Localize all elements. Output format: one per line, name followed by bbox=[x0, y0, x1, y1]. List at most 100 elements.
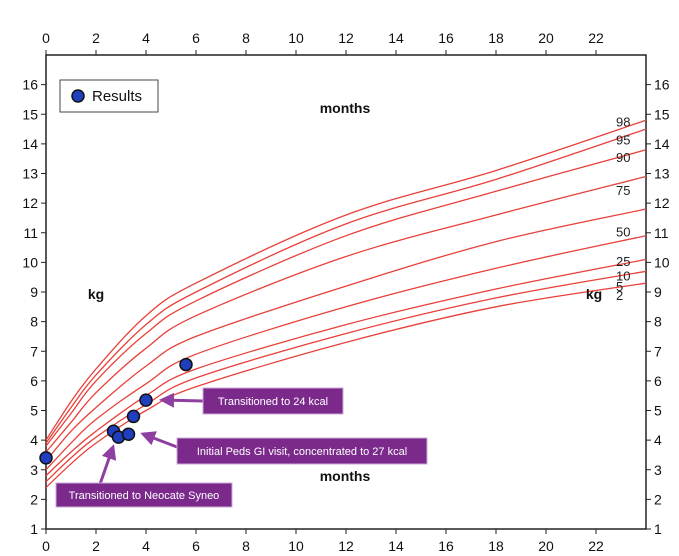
y-tick-left-label: 4 bbox=[30, 432, 38, 448]
axis-label-kg-left: kg bbox=[88, 286, 104, 302]
y-tick-left-label: 16 bbox=[22, 77, 38, 93]
y-tick-right-label: 2 bbox=[654, 491, 662, 507]
percentile-label-95: 95 bbox=[616, 132, 630, 147]
annotation-text-neocate: Transitioned to Neocate Syneo bbox=[69, 490, 220, 502]
x-tick-top-label: 12 bbox=[338, 30, 354, 46]
y-tick-right-label: 6 bbox=[654, 373, 662, 389]
x-tick-top-label: 8 bbox=[242, 30, 250, 46]
y-tick-right-label: 9 bbox=[654, 284, 662, 300]
y-tick-right-label: 11 bbox=[654, 225, 669, 241]
y-tick-right-label: 4 bbox=[654, 432, 662, 448]
x-tick-top-label: 18 bbox=[488, 30, 504, 46]
annotation-arrow-24kcal bbox=[159, 392, 204, 408]
x-tick-bottom-label: 22 bbox=[588, 538, 604, 554]
annotation-text-27kcal: Initial Peds GI visit, concentrated to 2… bbox=[197, 446, 407, 458]
y-tick-right-label: 5 bbox=[654, 403, 662, 419]
x-tick-top-label: 16 bbox=[438, 30, 454, 46]
x-tick-top-label: 4 bbox=[142, 30, 150, 46]
y-tick-left-label: 1 bbox=[30, 521, 38, 537]
x-tick-top-label: 10 bbox=[288, 30, 304, 46]
y-tick-left-label: 11 bbox=[23, 225, 38, 241]
y-tick-left-label: 3 bbox=[30, 462, 38, 478]
percentile-label-10: 10 bbox=[616, 269, 630, 284]
percentile-curve-10 bbox=[45, 258, 647, 477]
y-tick-left-label: 12 bbox=[22, 195, 38, 211]
y-tick-left-label: 13 bbox=[22, 166, 38, 182]
percentile-label-50: 50 bbox=[616, 224, 630, 239]
x-tick-top-label: 14 bbox=[388, 30, 404, 46]
annotation-arrow-27kcal bbox=[140, 431, 178, 449]
result-point bbox=[179, 357, 193, 372]
x-tick-top-label: 0 bbox=[42, 30, 50, 46]
y-tick-right-label: 13 bbox=[654, 166, 670, 182]
y-tick-right-label: 14 bbox=[654, 136, 670, 152]
legend-marker bbox=[71, 89, 85, 103]
y-tick-left-label: 6 bbox=[30, 373, 38, 389]
y-tick-right-label: 3 bbox=[654, 462, 662, 478]
annotation-box-24kcal bbox=[202, 387, 344, 415]
y-tick-right-label: 12 bbox=[654, 195, 670, 211]
result-point bbox=[126, 409, 141, 424]
x-tick-bottom-label: 20 bbox=[538, 538, 554, 554]
percentile-curve-75 bbox=[45, 175, 647, 453]
annotation-box-neocate bbox=[55, 482, 233, 508]
x-tick-bottom-label: 10 bbox=[288, 538, 304, 554]
y-tick-right-label: 8 bbox=[654, 314, 662, 330]
legend: Results bbox=[59, 79, 159, 113]
legend-label: Results bbox=[92, 88, 142, 105]
y-tick-left-label: 7 bbox=[30, 343, 38, 359]
results-points bbox=[39, 357, 193, 465]
x-axis-bottom: 0 2 4 6 8 10 12 14 16 18 20 22 bbox=[42, 529, 604, 554]
x-tick-bottom-label: 2 bbox=[92, 538, 100, 554]
x-tick-bottom-label: 0 bbox=[42, 538, 50, 554]
annotation-text-24kcal: Transitioned to 24 kcal bbox=[218, 396, 328, 408]
y-tick-left-label: 9 bbox=[30, 284, 38, 300]
y-tick-left-label: 14 bbox=[22, 136, 38, 152]
percentile-curve-25 bbox=[45, 235, 647, 471]
x-tick-top-label: 20 bbox=[538, 30, 554, 46]
y-tick-right-label: 15 bbox=[654, 106, 670, 122]
percentile-curve-95 bbox=[45, 128, 647, 444]
y-tick-right-label: 1 bbox=[654, 521, 662, 537]
annotation-box-27kcal bbox=[176, 437, 428, 465]
y-tick-left-label: 10 bbox=[22, 254, 38, 270]
axis-label-months-bottom: months bbox=[320, 468, 371, 484]
axis-label-months-top: months bbox=[320, 100, 371, 116]
percentile-label-98: 98 bbox=[616, 115, 630, 130]
result-point bbox=[39, 451, 53, 465]
x-tick-bottom-label: 18 bbox=[488, 538, 504, 554]
y-tick-left-label: 5 bbox=[30, 403, 38, 419]
percentile-label-5: 5 bbox=[616, 279, 623, 294]
y-tick-right-label: 7 bbox=[654, 343, 662, 359]
x-tick-bottom-label: 14 bbox=[388, 538, 404, 554]
x-tick-top-label: 2 bbox=[92, 30, 100, 46]
x-tick-bottom-label: 8 bbox=[242, 538, 250, 554]
x-tick-bottom-label: 4 bbox=[142, 538, 150, 554]
percentile-curve-50 bbox=[45, 208, 647, 462]
percentile-curve-5 bbox=[45, 270, 647, 483]
x-tick-top-label: 22 bbox=[588, 30, 604, 46]
y-tick-right-label: 10 bbox=[654, 254, 670, 270]
percentile-curve-90 bbox=[45, 149, 647, 447]
percentile-curves bbox=[45, 119, 647, 488]
percentile-label-25: 25 bbox=[616, 254, 630, 269]
result-point bbox=[139, 393, 153, 407]
percentile-curve-98 bbox=[45, 119, 647, 441]
x-tick-top-label: 6 bbox=[192, 30, 200, 46]
y-tick-right-label: 16 bbox=[654, 77, 670, 93]
result-point bbox=[121, 427, 136, 441]
y-tick-left-label: 2 bbox=[30, 491, 38, 507]
annotations: Transitioned to 24 kcal Initial Peds GI … bbox=[55, 387, 428, 508]
percentile-label-2: 2 bbox=[616, 288, 623, 303]
x-axis-top: 0 2 4 6 8 10 12 14 16 18 20 22 bbox=[42, 30, 604, 55]
annotation-arrow-neocate bbox=[97, 444, 117, 488]
axis-label-kg-right: kg bbox=[586, 286, 602, 302]
x-tick-bottom-label: 12 bbox=[338, 538, 354, 554]
percentile-curve-2 bbox=[45, 282, 647, 488]
percentile-label-90: 90 bbox=[616, 150, 630, 165]
percentile-label-75: 75 bbox=[616, 183, 630, 198]
